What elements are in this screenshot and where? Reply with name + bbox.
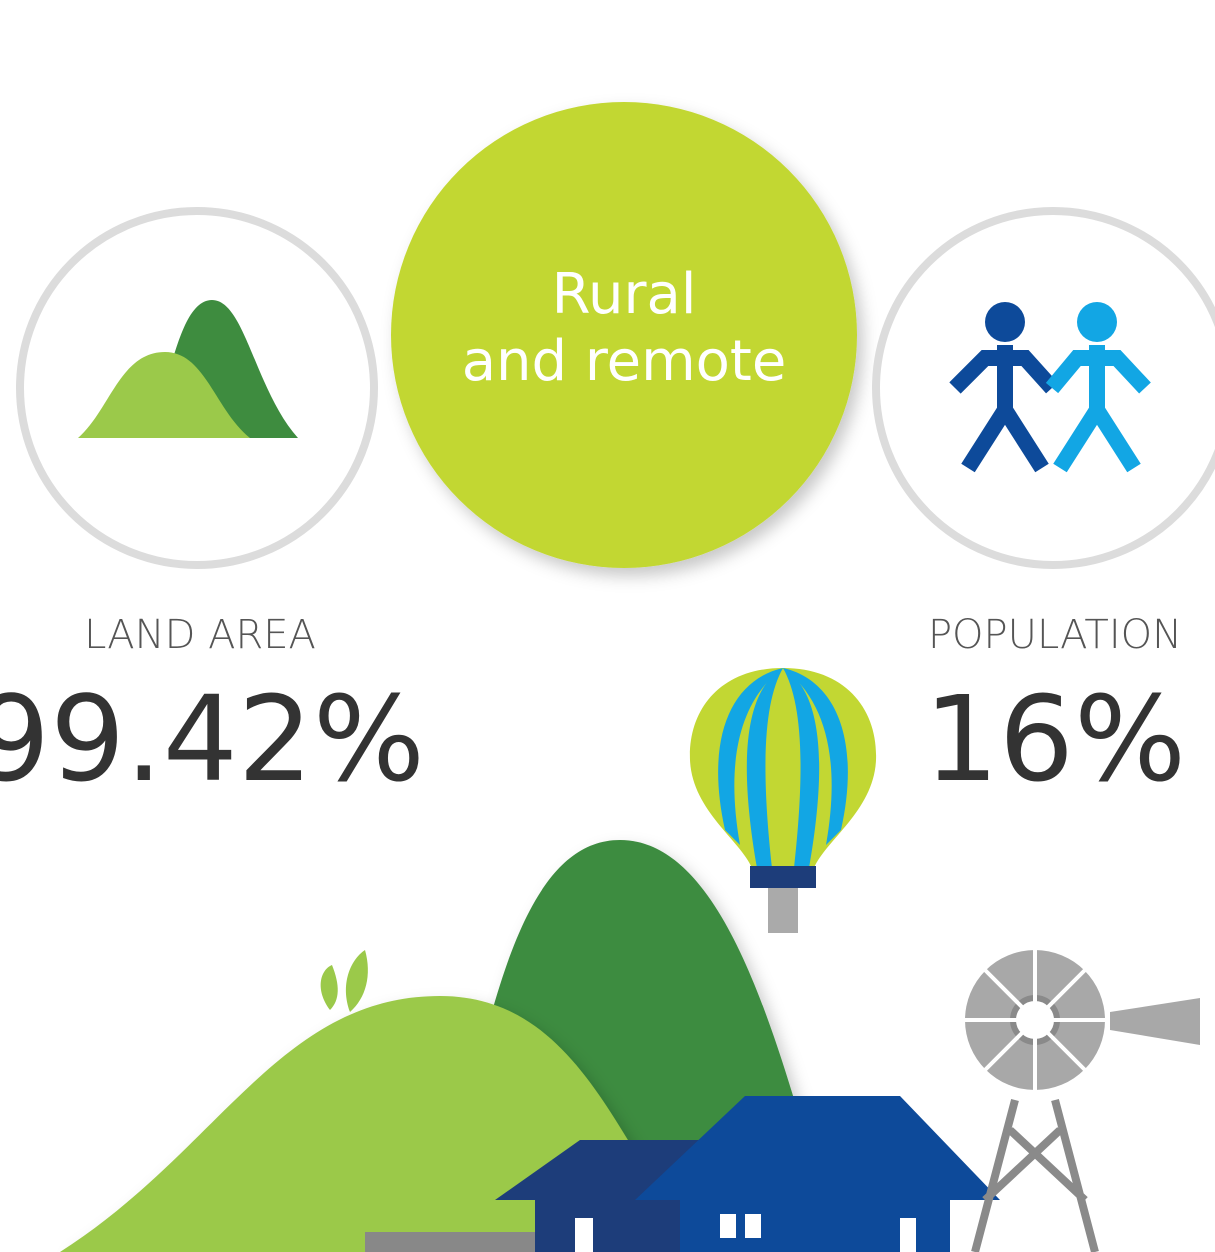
heading-line: and remote (462, 329, 787, 394)
stat-value: 99.42% (0, 670, 425, 808)
houses (495, 1096, 1000, 1252)
stat-label: POPULATION (928, 612, 1182, 658)
balloon (689, 668, 877, 933)
stat-value: 16% (924, 670, 1186, 808)
population-icon (872, 207, 1215, 569)
land-icon (16, 207, 378, 569)
stat-label: LAND AREA (84, 612, 316, 658)
windmill (965, 950, 1200, 1252)
heading-line: Rural (552, 262, 697, 327)
center-circle: Rural and remote (391, 102, 857, 568)
